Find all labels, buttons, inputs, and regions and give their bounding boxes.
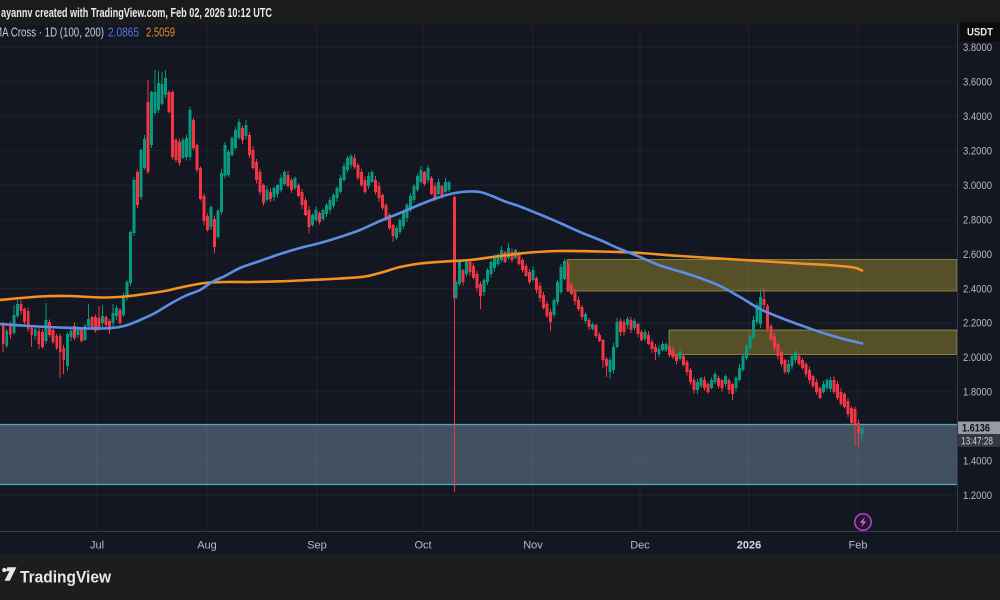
svg-text:ayannv created with TradingVie: ayannv created with TradingView.com, Feb…: [1, 6, 272, 20]
svg-text:Nov: Nov: [523, 540, 543, 552]
svg-text:3.0000: 3.0000: [963, 180, 992, 192]
svg-text:1.4000: 1.4000: [963, 456, 992, 468]
svg-text:2.0865: 2.0865: [108, 26, 139, 40]
svg-text:2.6000: 2.6000: [963, 249, 992, 261]
svg-text:2.0000: 2.0000: [963, 352, 992, 364]
svg-text:3.8000: 3.8000: [963, 42, 992, 54]
svg-text:Dec: Dec: [630, 540, 650, 552]
svg-text:Sep: Sep: [307, 540, 327, 552]
svg-text:TradingView: TradingView: [20, 568, 112, 587]
svg-text:Jul: Jul: [90, 540, 104, 552]
svg-text:13:47:28: 13:47:28: [961, 435, 993, 447]
svg-text:3.2000: 3.2000: [963, 145, 992, 157]
svg-text:2026: 2026: [737, 540, 761, 552]
svg-text:3.6000: 3.6000: [963, 77, 992, 89]
svg-text:2.2000: 2.2000: [963, 318, 992, 330]
svg-text:2.4000: 2.4000: [963, 283, 992, 295]
svg-text:Feb: Feb: [849, 540, 868, 552]
svg-text:Oct: Oct: [414, 540, 431, 552]
svg-text:1.6136: 1.6136: [962, 422, 990, 434]
svg-text:1.8000: 1.8000: [963, 387, 992, 399]
svg-text:USDT: USDT: [967, 27, 993, 39]
svg-text:1.2000: 1.2000: [963, 490, 992, 502]
svg-text:MA Cross · 1D (100, 200): MA Cross · 1D (100, 200): [0, 26, 104, 40]
svg-text:2.8000: 2.8000: [963, 214, 992, 226]
svg-text:Aug: Aug: [197, 540, 217, 552]
svg-text:3.4000: 3.4000: [963, 111, 992, 123]
svg-text:2.5059: 2.5059: [146, 26, 175, 40]
